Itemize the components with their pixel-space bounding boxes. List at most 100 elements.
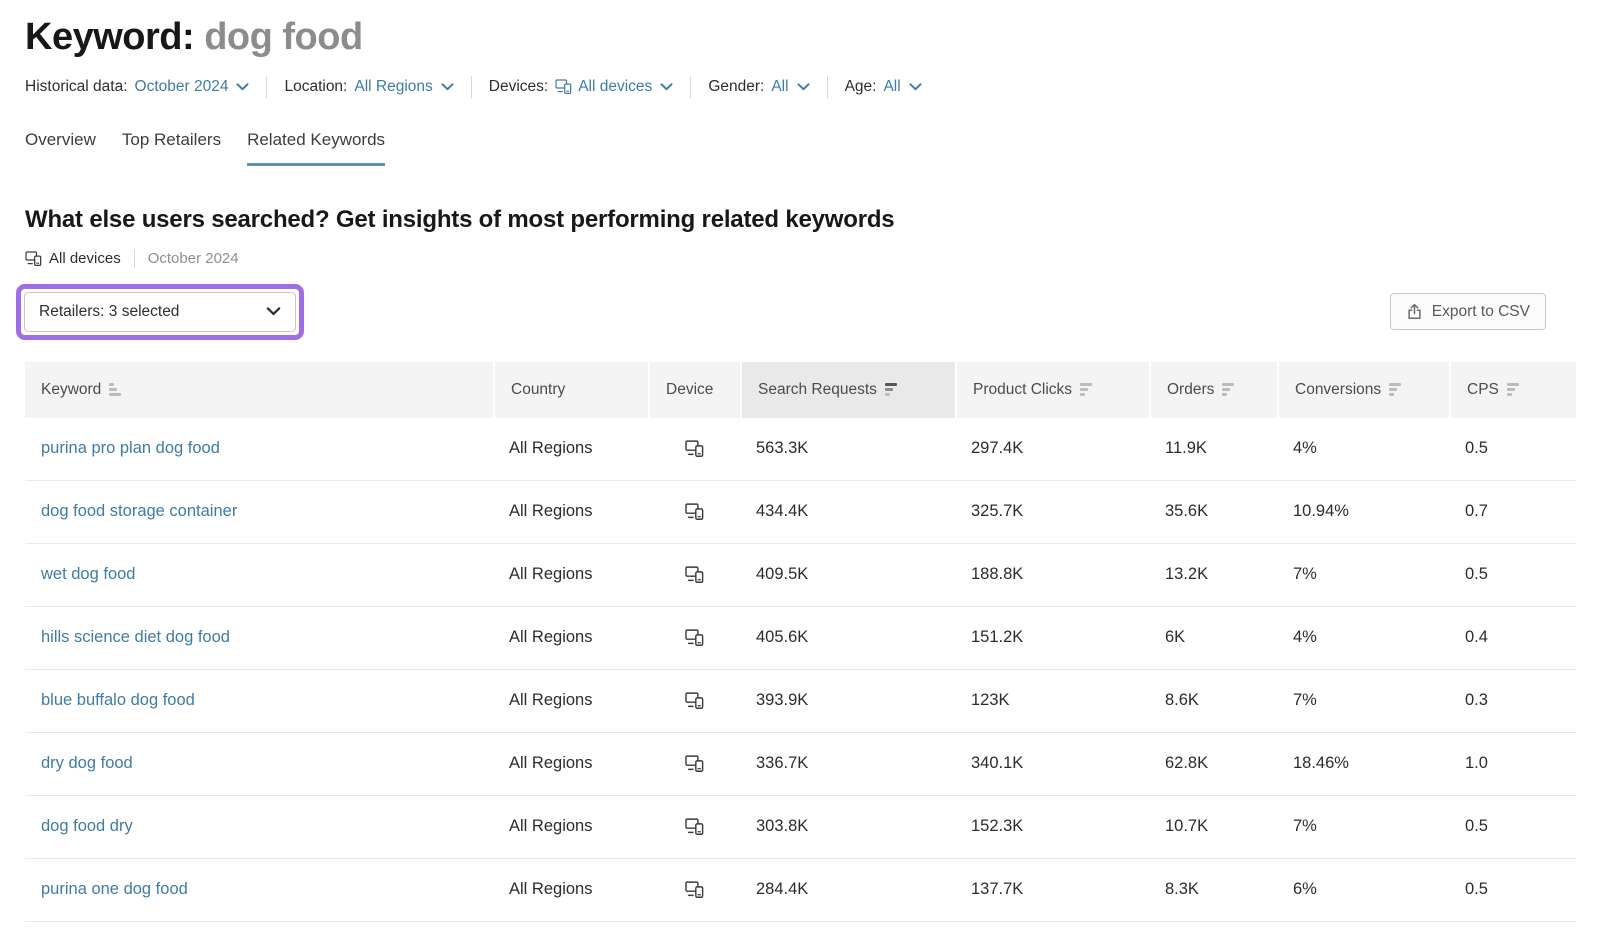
related-keywords-table: Keyword Country Device Search Requests P…	[25, 362, 1576, 922]
all-devices-icon	[25, 251, 42, 266]
product-clicks-cell: 188.8K	[955, 544, 1149, 606]
keyword-link[interactable]: purina one dog food	[41, 880, 188, 899]
product-clicks-cell: 137.7K	[955, 859, 1149, 921]
orders-cell: 35.6K	[1149, 481, 1277, 543]
cps-cell: 0.5	[1449, 544, 1576, 606]
keyword-cell: purina one dog food	[25, 859, 493, 921]
orders-cell: 10.7K	[1149, 796, 1277, 858]
device-cell	[648, 418, 740, 480]
table-row: hills science diet dog food All Regions …	[25, 607, 1576, 670]
search-requests-cell: 336.7K	[740, 733, 955, 795]
keyword-link[interactable]: dog food dry	[41, 817, 133, 836]
tab-related-keywords[interactable]: Related Keywords	[247, 130, 385, 166]
table-body: purina pro plan dog food All Regions 563…	[25, 418, 1576, 922]
keyword-link[interactable]: wet dog food	[41, 565, 136, 584]
filter-gender-value[interactable]: All	[771, 78, 809, 96]
column-header-orders[interactable]: Orders	[1149, 362, 1277, 418]
conversions-cell: 7%	[1277, 796, 1449, 858]
orders-cell: 8.3K	[1149, 859, 1277, 921]
keyword-analytics-page: Keyword: dog food Historical data: Octob…	[0, 0, 1600, 922]
cps-cell: 1.0	[1449, 733, 1576, 795]
filter-devices-label: Devices:	[489, 78, 548, 96]
sort-icon	[885, 383, 897, 396]
column-header-cps[interactable]: CPS	[1449, 362, 1576, 418]
search-requests-cell: 409.5K	[740, 544, 955, 606]
tab-top-retailers[interactable]: Top Retailers	[122, 130, 221, 166]
column-header-product-clicks[interactable]: Product Clicks	[955, 362, 1149, 418]
annotation-highlight: Retailers: 3 selected	[16, 284, 304, 340]
keyword-link[interactable]: hills science diet dog food	[41, 628, 230, 647]
filter-devices-value[interactable]: All devices	[555, 78, 673, 96]
page-title-keyword: dog food	[204, 16, 362, 58]
filter-bar: Historical data: October 2024 Location: …	[25, 76, 1600, 98]
filter-separator	[471, 76, 472, 98]
all-devices-icon	[685, 566, 704, 583]
keyword-link[interactable]: dry dog food	[41, 754, 133, 773]
retailers-dropdown[interactable]: Retailers: 3 selected	[24, 292, 296, 332]
all-devices-icon	[555, 79, 572, 94]
keyword-cell: dog food storage container	[25, 481, 493, 543]
filter-location: Location: All Regions	[284, 78, 453, 96]
filter-age: Age: All	[845, 78, 922, 96]
column-header-keyword[interactable]: Keyword	[25, 362, 493, 418]
search-requests-cell: 563.3K	[740, 418, 955, 480]
chevron-down-icon	[660, 83, 673, 91]
filter-separator	[827, 76, 828, 98]
conversions-cell: 7%	[1277, 544, 1449, 606]
device-cell	[648, 544, 740, 606]
filter-location-value[interactable]: All Regions	[354, 78, 453, 96]
device-cell	[648, 859, 740, 921]
filter-gender: Gender: All	[708, 78, 809, 96]
chevron-down-icon	[266, 307, 281, 316]
page-title: Keyword: dog food	[25, 16, 1600, 60]
sort-icon	[1389, 383, 1401, 396]
column-header-search-requests[interactable]: Search Requests	[740, 362, 955, 418]
cps-cell: 0.5	[1449, 796, 1576, 858]
sort-icon	[1222, 383, 1234, 396]
all-devices-icon	[685, 440, 704, 457]
filter-devices: Devices: All devices	[489, 78, 674, 96]
device-cell	[648, 481, 740, 543]
conversions-cell: 18.46%	[1277, 733, 1449, 795]
country-cell: All Regions	[493, 607, 648, 669]
column-header-device[interactable]: Device	[648, 362, 740, 418]
cps-cell: 0.7	[1449, 481, 1576, 543]
cps-cell: 0.5	[1449, 859, 1576, 921]
search-requests-cell: 405.6K	[740, 607, 955, 669]
filter-separator	[690, 76, 691, 98]
product-clicks-cell: 123K	[955, 670, 1149, 732]
subinfo-devices: All devices	[25, 250, 121, 267]
conversions-cell: 4%	[1277, 607, 1449, 669]
filter-age-value[interactable]: All	[883, 78, 921, 96]
product-clicks-cell: 297.4K	[955, 418, 1149, 480]
table-header: Keyword Country Device Search Requests P…	[25, 362, 1576, 418]
device-cell	[648, 796, 740, 858]
chevron-down-icon	[441, 83, 454, 91]
filter-historical-value[interactable]: October 2024	[135, 78, 250, 96]
toolbar: Retailers: 3 selected Export to CSV	[25, 284, 1576, 340]
table-row: dry dog food All Regions 336.7K 340.1K 6…	[25, 733, 1576, 796]
keyword-cell: blue buffalo dog food	[25, 670, 493, 732]
export-to-csv-button[interactable]: Export to CSV	[1390, 293, 1546, 330]
product-clicks-cell: 325.7K	[955, 481, 1149, 543]
product-clicks-cell: 151.2K	[955, 607, 1149, 669]
country-cell: All Regions	[493, 796, 648, 858]
conversions-cell: 10.94%	[1277, 481, 1449, 543]
column-header-country[interactable]: Country	[493, 362, 648, 418]
keyword-cell: hills science diet dog food	[25, 607, 493, 669]
tab-overview[interactable]: Overview	[25, 130, 96, 166]
filter-gender-label: Gender:	[708, 78, 764, 96]
subinfo-separator	[134, 249, 135, 268]
orders-cell: 13.2K	[1149, 544, 1277, 606]
conversions-cell: 4%	[1277, 418, 1449, 480]
keyword-link[interactable]: blue buffalo dog food	[41, 691, 195, 710]
cps-cell: 0.3	[1449, 670, 1576, 732]
country-cell: All Regions	[493, 418, 648, 480]
keyword-link[interactable]: purina pro plan dog food	[41, 439, 220, 458]
sort-icon	[1080, 383, 1092, 396]
keyword-link[interactable]: dog food storage container	[41, 502, 237, 521]
retailers-dropdown-label: Retailers: 3 selected	[39, 303, 179, 321]
orders-cell: 8.6K	[1149, 670, 1277, 732]
column-header-conversions[interactable]: Conversions	[1277, 362, 1449, 418]
chevron-down-icon	[236, 83, 249, 91]
